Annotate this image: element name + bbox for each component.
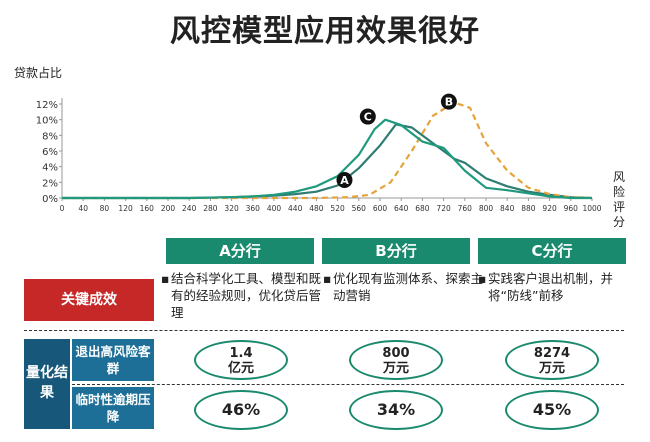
branch-b-desc-text: 优化现有监测体系、探索主动营销 <box>333 271 484 303</box>
y-tick-label: 10% <box>36 116 58 127</box>
branch-b-header: B分行 <box>322 238 470 264</box>
quant-result-label: 量化结果 <box>24 339 70 429</box>
x-tick-label: 560 <box>352 204 367 213</box>
series-marker-label: B <box>445 96 453 109</box>
branch-b-metric2: 34% <box>349 390 443 430</box>
x-tick-label: 40 <box>78 204 88 213</box>
divider <box>24 330 624 331</box>
y-tick-label: 4% <box>42 163 58 174</box>
bullet-icon: ▪ <box>323 271 332 286</box>
x-tick-label: 280 <box>203 204 218 213</box>
series-line-c <box>62 118 592 200</box>
x-tick-label: 320 <box>224 204 239 213</box>
y-tick-label: 12% <box>36 100 58 111</box>
branch-a-desc-text: 结合科学化工具、模型和既有的经验规则，优化贷后管理 <box>171 271 322 320</box>
branch-c-metric2: 45% <box>505 390 599 430</box>
x-tick-label: 960 <box>564 204 579 213</box>
y-axis-label: 贷款占比 <box>14 66 63 80</box>
series-line-b <box>62 101 593 200</box>
page-title: 风控模型应用效果很好 <box>170 14 480 49</box>
x-tick-label: 840 <box>500 204 515 213</box>
x-tick-label: 440 <box>288 204 303 213</box>
metric-exit-high-risk-text: 退出高风险客群 <box>75 344 151 376</box>
y-tick-label: 6% <box>42 147 58 158</box>
y-tick-label: 0% <box>42 194 58 205</box>
x-tick-label: 760 <box>458 204 473 213</box>
branch-c-desc: ▪ 实践客户退出机制，并将“防线”前移 <box>478 270 628 304</box>
series-marker-c <box>359 108 376 125</box>
branch-a-metric2: 46% <box>194 390 288 430</box>
divider <box>72 384 624 385</box>
branch-c-desc-text: 实践客户退出机制，并将“防线”前移 <box>488 271 614 303</box>
series-marker-a <box>336 171 353 188</box>
x-tick-label: 600 <box>373 204 388 213</box>
x-tick-label: 80 <box>100 204 110 213</box>
branch-a-metric1: 1.4 亿元 <box>194 340 288 380</box>
metric-exit-high-risk: 退出高风险客群 <box>72 339 154 381</box>
series-line-a <box>62 123 593 200</box>
key-effect-label: 关键成效 <box>24 279 154 321</box>
x-tick-label: 120 <box>118 204 133 213</box>
branch-b-metric1: 800 万元 <box>349 340 443 380</box>
x-tick-label: 360 <box>246 204 261 213</box>
x-tick-label: 880 <box>521 204 536 213</box>
series-marker-label: A <box>340 174 349 187</box>
x-tick-label: 200 <box>161 204 176 213</box>
x-tick-label: 160 <box>140 204 155 213</box>
x-tick-label: 680 <box>415 204 430 213</box>
bullet-icon: ▪ <box>161 271 170 286</box>
x-axis-label: 风险评分 <box>612 170 625 229</box>
x-tick-label: 640 <box>394 204 409 213</box>
x-tick-label: 920 <box>542 204 557 213</box>
x-tick-label: 720 <box>436 204 451 213</box>
x-tick-label: 400 <box>267 204 282 213</box>
series-marker-b <box>440 93 457 110</box>
x-tick-label: 240 <box>182 204 197 213</box>
branch-a-header: A分行 <box>166 238 314 264</box>
x-tick-label: 800 <box>479 204 494 213</box>
x-tick-label: 0 <box>60 204 65 213</box>
bullet-icon: ▪ <box>478 271 487 286</box>
y-tick-label: 8% <box>42 131 58 142</box>
branch-a-desc: ▪ 结合科学化工具、模型和既有的经验规则，优化贷后管理 <box>161 270 331 321</box>
branch-b-desc: ▪ 优化现有监测体系、探索主动营销 <box>323 270 484 304</box>
line-chart: 0% 2% 4% 6% 8% 10% 12% 0 40 80 120 160 200 240 280 320 3… <box>36 93 602 213</box>
metric-overdue-reduction-text: 临时性逾期压降 <box>75 392 151 424</box>
quant-result-text: 量化结果 <box>26 365 68 401</box>
y-tick-label: 2% <box>42 178 58 189</box>
x-tick-label: 480 <box>309 204 324 213</box>
x-tick-label: 1000 <box>582 204 601 213</box>
metric-overdue-reduction: 临时性逾期压降 <box>72 387 154 429</box>
x-tick-label: 520 <box>330 204 345 213</box>
branch-c-metric1: 8274 万元 <box>505 340 599 380</box>
branch-c-header: C分行 <box>478 238 626 264</box>
series-marker-label: C <box>364 111 372 124</box>
